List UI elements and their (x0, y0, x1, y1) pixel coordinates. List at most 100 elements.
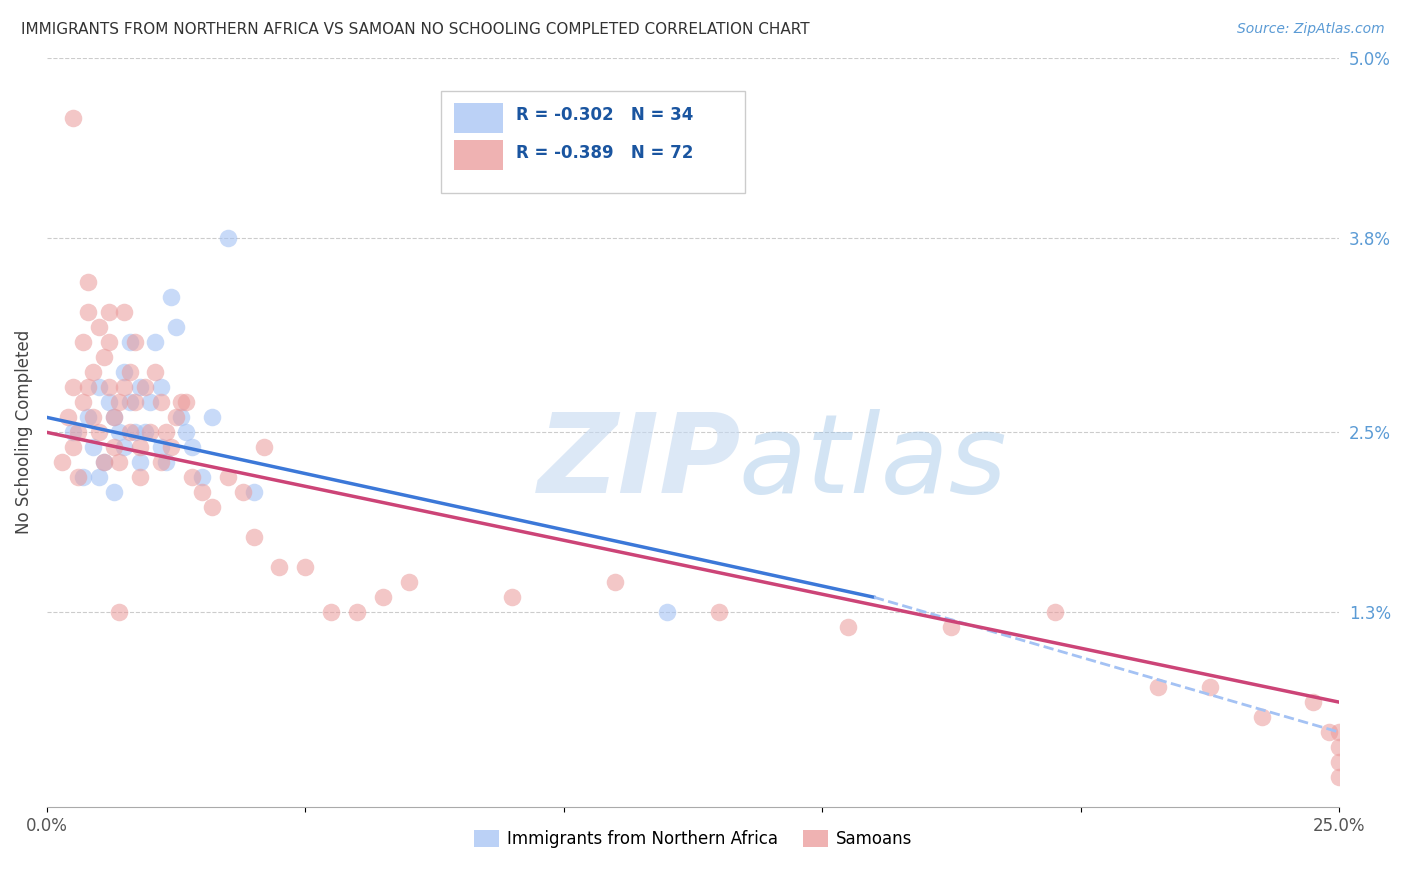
Point (191, 485, 214, 500)
Bar (454, 103, 503, 133)
Point (1317, 725, 1340, 739)
FancyBboxPatch shape (441, 91, 745, 193)
Point (160, 441, 183, 455)
Point (232, 485, 254, 500)
Text: R = -0.389   N = 72: R = -0.389 N = 72 (516, 144, 693, 161)
Point (112, 380, 135, 394)
Point (1199, 680, 1222, 694)
Point (62, 380, 84, 394)
Point (1043, 605, 1066, 619)
Point (346, 605, 368, 619)
Point (707, 605, 730, 619)
Point (129, 455, 152, 469)
Point (657, 605, 679, 619)
Point (103, 441, 125, 455)
Point (149, 455, 172, 469)
Point (118, 335, 141, 350)
Point (145, 335, 167, 350)
Point (176, 425, 198, 440)
Point (124, 395, 146, 409)
Point (87, 320, 110, 334)
Point (253, 441, 276, 455)
Point (93, 455, 115, 469)
Point (82, 366, 104, 380)
Point (103, 410, 125, 425)
Point (165, 410, 187, 425)
Y-axis label: No Schooling Completed: No Schooling Completed (15, 330, 32, 534)
Point (149, 395, 172, 409)
Point (201, 410, 224, 425)
Point (201, 500, 224, 515)
Point (108, 455, 131, 469)
Point (149, 441, 172, 455)
Point (97, 395, 120, 409)
Point (93, 351, 115, 365)
Point (72, 335, 94, 350)
Point (941, 620, 963, 634)
Point (118, 366, 141, 380)
Point (108, 425, 131, 440)
Text: R = -0.302   N = 34: R = -0.302 N = 34 (516, 106, 693, 124)
Point (103, 410, 125, 425)
Point (77, 276, 100, 290)
Point (124, 425, 146, 440)
Point (170, 395, 193, 409)
Point (134, 380, 156, 394)
Point (1250, 710, 1272, 724)
Point (191, 470, 214, 484)
Point (180, 470, 202, 484)
Point (72, 470, 94, 484)
Point (1327, 725, 1350, 739)
Point (77, 305, 100, 319)
Point (82, 410, 104, 425)
Point (129, 380, 152, 394)
Point (176, 395, 198, 409)
Point (155, 455, 177, 469)
Point (51, 455, 73, 469)
Point (1302, 695, 1324, 709)
Point (145, 366, 167, 380)
Point (87, 470, 110, 484)
Point (1327, 740, 1350, 755)
Point (103, 485, 125, 500)
Point (82, 441, 104, 455)
Point (398, 575, 420, 590)
Point (139, 395, 162, 409)
Point (108, 605, 131, 619)
Point (129, 470, 152, 484)
Point (165, 320, 187, 334)
Point (72, 395, 94, 409)
Point (62, 425, 84, 440)
Point (1327, 770, 1350, 784)
Point (118, 395, 141, 409)
Legend: Immigrants from Northern Africa, Samoans: Immigrants from Northern Africa, Samoans (467, 823, 920, 855)
Point (501, 591, 523, 605)
Point (77, 410, 100, 425)
Point (170, 410, 193, 425)
Point (87, 380, 110, 394)
Point (149, 380, 172, 394)
Point (62, 111, 84, 125)
Point (160, 290, 183, 304)
Text: atlas: atlas (738, 409, 1007, 516)
Point (139, 425, 162, 440)
Point (66, 470, 89, 484)
Point (217, 470, 239, 484)
Point (129, 441, 152, 455)
Point (217, 230, 239, 244)
Point (124, 335, 146, 350)
Point (321, 605, 343, 619)
Point (837, 620, 859, 634)
Bar (454, 140, 503, 170)
Point (112, 305, 135, 319)
Point (605, 575, 627, 590)
Point (97, 305, 120, 319)
Point (134, 425, 156, 440)
Point (97, 380, 120, 394)
Point (155, 425, 177, 440)
Text: IMMIGRANTS FROM NORTHERN AFRICA VS SAMOAN NO SCHOOLING COMPLETED CORRELATION CHA: IMMIGRANTS FROM NORTHERN AFRICA VS SAMOA… (21, 22, 810, 37)
Point (66, 425, 89, 440)
Point (108, 395, 131, 409)
Point (118, 425, 141, 440)
Point (112, 441, 135, 455)
